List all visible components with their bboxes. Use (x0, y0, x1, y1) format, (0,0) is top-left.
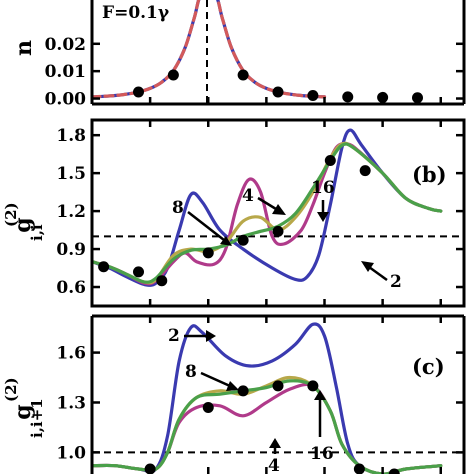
panel-c-ytick-label-2: 1.6 (56, 344, 86, 364)
panel-c-ylabel-sub: i,i+1 (28, 398, 46, 438)
panel-b-label-2: 2 (361, 261, 402, 292)
panel-c-ylabel: g i,i+1 (2) (2, 377, 46, 438)
curve-label-8: 8 (172, 198, 184, 218)
panel-b-ytick-label-4: 1.8 (56, 126, 86, 146)
panel-b-ytick-label-0: 0.6 (56, 278, 86, 298)
panel-c-markers (144, 380, 400, 474)
curve-label-4: 4 (242, 186, 254, 206)
panel-b-marker-7 (359, 165, 371, 177)
panel-c-marker-6 (388, 468, 400, 474)
panel-b-marker-4 (237, 234, 249, 246)
panel-a-series-1 (92, 0, 327, 99)
panel-b-marker-2 (156, 275, 168, 287)
panel-c-tag: (c) (412, 354, 445, 379)
panel-a-ticks: 0.00 0.01 0.02 (45, 35, 464, 110)
panel-c-series-8 (92, 375, 443, 474)
panel-b-ylabel-g: g (10, 217, 36, 232)
panel-b-ytick-label-3: 1.5 (56, 164, 86, 184)
curve-label-2: 2 (390, 272, 402, 292)
curve-label-c-8: 8 (185, 362, 197, 382)
panel-b-ticks: 0.6 0.9 1.2 1.5 1.8 (56, 120, 464, 306)
panel-b-ytick-label-1: 0.9 (56, 240, 86, 260)
panel-b-marker-3 (202, 247, 214, 259)
panel-b-series-2 (92, 128, 443, 287)
panel-c-series-16 (92, 379, 443, 474)
panel-b-curves (92, 128, 443, 287)
panel-a-marker-2 (237, 69, 249, 81)
panel-b-ytick-label-2: 1.2 (56, 202, 86, 222)
panel-c-frame (90, 314, 466, 474)
panel-a-curves (92, 0, 327, 99)
curve-label-c-16: 16 (310, 444, 334, 464)
panel-a-markers (133, 69, 423, 104)
panel-b-marker-5 (272, 225, 284, 237)
panel-c-label-2: 2 (168, 326, 216, 346)
panel-c-marker-5 (353, 463, 365, 474)
panel-a-ytick-label-0: 0.00 (45, 90, 87, 110)
panel-b-label-4: 4 (242, 186, 286, 215)
curve-label-c-4: 4 (268, 456, 280, 474)
panel-b-marker-1 (133, 266, 144, 278)
panel-b-ylabel: g i,i (2) (2, 202, 46, 241)
curve-label-16: 16 (311, 178, 335, 198)
panel-a-marker-1 (167, 69, 179, 81)
panel-c: 1.0 1.3 1.6 (c) g i,i+1 (2) 2 8 16 4 (2, 314, 466, 474)
panel-c-label-16: 16 (310, 390, 334, 464)
panel-b-marker-0 (98, 261, 110, 273)
panel-c-ylabel-sup: (2) (2, 377, 20, 402)
panel-b-tag: (b) (412, 162, 447, 187)
panel-a-ytick-label-2: 0.02 (45, 35, 86, 55)
panel-b-marker-6 (324, 154, 336, 166)
panel-b-ylabel-sup: (2) (2, 202, 20, 227)
panel-b: 0.6 0.9 1.2 1.5 1.8 (b) g i,i (2) 8 4 16 2 (2, 118, 466, 308)
panel-b-label-16: 16 (311, 178, 335, 222)
panel-c-ticks: 1.0 1.3 1.6 (56, 316, 464, 474)
panel-c-series-4 (92, 382, 443, 474)
panel-a-marker-3 (272, 86, 284, 98)
panel-a: 0.00 0.01 0.02 n F=0.1γ (11, 0, 466, 110)
panel-a-ytick-label-1: 0.01 (45, 62, 86, 82)
panel-c-ytick-label-1: 1.3 (56, 393, 86, 413)
panel-a-ylabel: n (11, 40, 37, 56)
panel-a-marker-5 (342, 91, 354, 103)
panel-c-marker-4 (307, 380, 319, 392)
panel-a-ylabel-text: n (11, 40, 37, 56)
panel-b-markers (98, 154, 371, 287)
panel-c-label-4: 4 (268, 438, 281, 474)
panel-a-annotation: F=0.1γ (102, 3, 170, 23)
panel-a-frame (90, 0, 466, 106)
panel-b-ylabel-sub: i,i (28, 224, 46, 241)
panel-c-ylabel-g: g (10, 404, 36, 419)
panel-b-series-16 (92, 142, 443, 284)
panel-c-marker-3 (272, 380, 284, 392)
panel-c-ytick-label-0: 1.0 (56, 443, 86, 463)
panel-c-label-8: 8 (185, 362, 239, 391)
panel-a-marker-4 (307, 90, 319, 102)
panel-c-marker-2 (237, 385, 249, 397)
curve-label-c-2: 2 (168, 326, 180, 346)
panel-b-frame (90, 118, 466, 308)
panel-a-marker-0 (133, 86, 144, 98)
panel-b-label-8: 8 (172, 198, 232, 246)
panel-c-marker-1 (202, 401, 214, 413)
panel-a-marker-7 (412, 92, 423, 104)
